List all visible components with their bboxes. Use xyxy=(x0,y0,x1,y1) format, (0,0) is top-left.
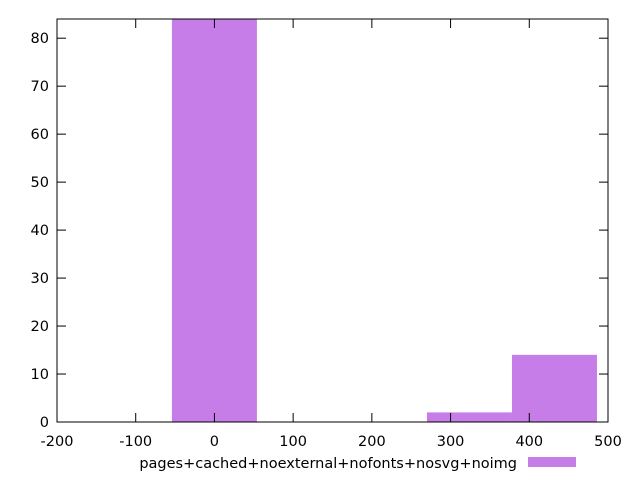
y-tick-label: 10 xyxy=(31,367,49,383)
plot-frame xyxy=(56,18,609,423)
ticks-layer: -200 -100 0 100 200 300 400 500 0 10 20 30 40 50 60 70 8… xyxy=(31,19,622,450)
y-tick-label: 60 xyxy=(31,127,49,143)
y-tick-label: 50 xyxy=(31,175,49,191)
y-tick-label: 80 xyxy=(31,31,49,47)
x-tick-label: -200 xyxy=(41,434,74,450)
histogram-bar xyxy=(426,412,512,422)
legend-label: pages+cached+noexternal+nofonts+nosvg+no… xyxy=(139,456,517,472)
histogram-bar xyxy=(171,19,257,422)
x-tick-label: 100 xyxy=(279,434,307,450)
bars-layer xyxy=(171,19,597,422)
y-tick-label: 0 xyxy=(40,415,49,431)
x-tick-label: 0 xyxy=(210,434,219,450)
y-tick-label: 70 xyxy=(31,79,49,95)
histogram-bar xyxy=(511,354,597,422)
legend: pages+cached+noexternal+nofonts+nosvg+no… xyxy=(139,456,576,472)
y-tick-label: 20 xyxy=(31,319,49,335)
y-tick-label: 30 xyxy=(31,271,49,287)
x-tick-label: 500 xyxy=(594,434,622,450)
x-tick-label: -100 xyxy=(119,434,152,450)
y-tick-label: 40 xyxy=(31,223,49,239)
x-tick-label: 400 xyxy=(515,434,543,450)
x-tick-label: 300 xyxy=(437,434,465,450)
x-tick-label: 200 xyxy=(358,434,386,450)
legend-swatch xyxy=(528,457,576,467)
